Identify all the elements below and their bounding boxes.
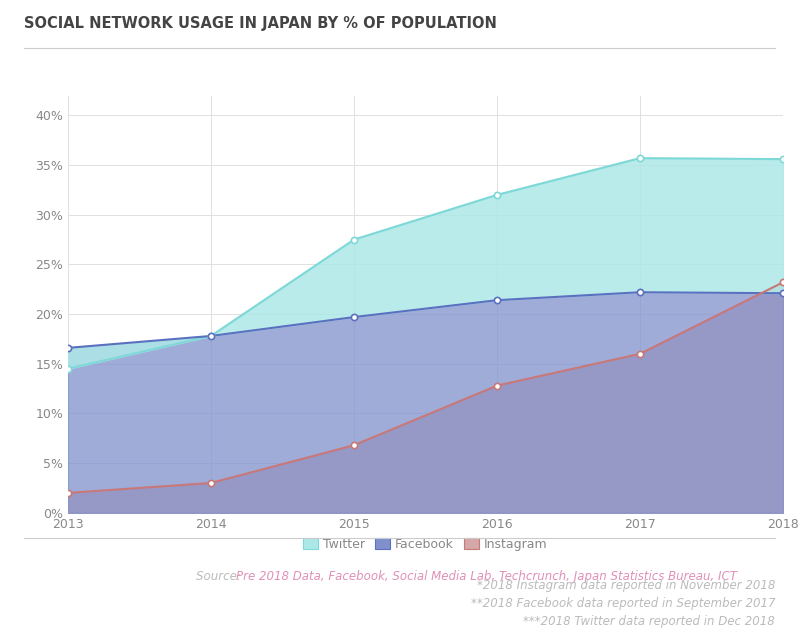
Text: ***2018 Twitter data reported in Dec 2018: ***2018 Twitter data reported in Dec 201… — [523, 615, 775, 627]
Text: SOCIAL NETWORK USAGE IN JAPAN BY % OF POPULATION: SOCIAL NETWORK USAGE IN JAPAN BY % OF PO… — [24, 16, 497, 31]
Text: **2018 Facebook data reported in September 2017: **2018 Facebook data reported in Septemb… — [471, 597, 775, 610]
Legend: Twitter, Facebook, Instagram: Twitter, Facebook, Instagram — [300, 534, 551, 555]
Text: Source:: Source: — [196, 570, 244, 583]
Text: Pre 2018 Data, Facebook, Social Media Lab, Techcrunch, Japan Statistics Bureau, : Pre 2018 Data, Facebook, Social Media La… — [236, 570, 737, 583]
Text: *2018 Instagram data reported in November 2018: *2018 Instagram data reported in Novembe… — [477, 579, 775, 592]
